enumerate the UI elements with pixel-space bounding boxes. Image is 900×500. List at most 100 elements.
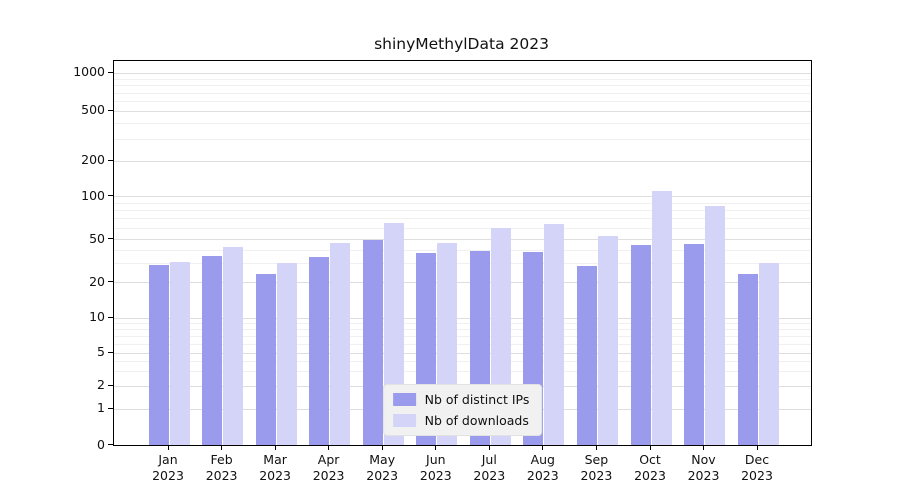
bar-distinct-ips-nov [684,244,704,445]
gridline-minor [114,227,811,229]
x-tick-month: Apr [317,452,340,467]
bar-downloads-oct [651,191,672,445]
gridline-minor [114,335,811,337]
gridline-minor [114,138,811,140]
y-tick-mark [108,444,113,445]
x-tick-month: Dec [744,452,770,467]
x-tick-mark [542,445,544,450]
y-tick-label-10: 10 [89,309,105,325]
plot-area: Nb of distinct IPs Nb of downloads [113,60,812,446]
bar-downloads-nov [705,206,725,445]
legend-swatch-downloads [392,414,416,427]
bar-distinct-ips-sep [576,266,597,445]
x-tick-month: Nov [691,452,716,467]
y-tick-mark [108,407,113,409]
y-tick-label-200: 200 [81,152,105,168]
gridline-minor [114,329,811,331]
gridline-major [114,72,811,74]
bar-layer [114,61,811,445]
y-tick-mark [108,109,113,111]
gridline-major [114,317,811,319]
x-tick-month: Sep [584,452,609,467]
y-tick-label-100: 100 [81,187,105,203]
x-tick-mark [274,445,276,450]
gridline-major [114,196,811,198]
x-tick-label-feb: Feb 2023 [190,452,254,484]
y-tick-label-5: 5 [97,344,105,360]
gridline-minor [114,210,811,211]
gridline-major [114,160,811,162]
y-tick-label-0: 0 [97,436,105,452]
x-tick-year: 2023 [205,468,238,483]
bar-distinct-ips-apr [309,257,330,445]
bar-distinct-ips-oct [630,245,651,445]
gridline-minor [114,85,811,87]
y-tick-label-2: 2 [97,377,105,393]
gridline-minor [114,371,811,373]
x-tick-year: 2023 [473,468,506,483]
x-tick-label-jun: Jun 2023 [404,452,468,484]
chart-title: shinyMethylData 2023 [374,35,549,53]
x-tick-month: Jul [481,452,497,467]
x-tick-month: Aug [530,452,555,467]
x-tick-mark [221,445,223,450]
bar-distinct-ips-jan [148,264,169,445]
x-tick-month: Feb [210,452,233,467]
gridline-minor [114,123,811,125]
x-tick-year: 2023 [312,468,345,483]
gridline-minor [114,343,811,345]
y-tick-label-1000: 1000 [73,64,105,80]
legend-label-distinct-ips: Nb of distinct IPs [424,392,530,407]
gridline-minor [114,202,811,204]
x-tick-mark [381,445,383,450]
x-tick-year: 2023 [580,468,613,483]
gridline-minor [114,100,811,102]
gridline-major [114,239,811,241]
bar-downloads-mar [276,263,297,445]
x-tick-mark [649,445,651,450]
x-tick-mark [167,445,169,450]
x-tick-mark [595,445,597,450]
bar-downloads-dec [758,263,779,445]
x-tick-month: Mar [263,452,287,467]
x-tick-label-oct: Oct 2023 [618,452,682,484]
x-tick-month: Jan [158,452,178,467]
x-tick-mark [328,445,330,450]
bar-downloads-aug [544,223,565,445]
gridline-minor [114,92,811,94]
bar-distinct-ips-may [362,240,383,445]
x-tick-label-sep: Sep 2023 [564,452,628,484]
gridline-minor [114,249,811,251]
x-tick-label-may: May 2023 [350,452,414,484]
x-tick-year: 2023 [634,468,666,483]
gridline-major [114,282,811,284]
y-tick-label-1: 1 [97,400,105,416]
x-tick-mark [488,445,490,450]
y-tick-mark [108,238,113,240]
y-tick-mark [108,384,113,386]
x-tick-label-dec: Dec 2023 [725,452,789,484]
bar-downloads-sep [597,235,618,445]
bar-downloads-feb [223,247,243,445]
x-tick-year: 2023 [526,468,559,483]
x-tick-label-jul: Jul 2023 [457,452,521,484]
x-tick-year: 2023 [259,468,291,483]
bar-downloads-jan [169,261,190,445]
y-tick-mark [108,159,113,161]
gridline-minor [114,218,811,220]
gridline-major [114,110,811,112]
legend: Nb of distinct IPs Nb of downloads [382,384,543,436]
gridline-minor [114,323,811,325]
gridline-minor [114,78,811,80]
y-tick-label-50: 50 [89,230,105,246]
bar-distinct-ips-feb [202,255,222,445]
x-tick-month: Oct [639,452,661,467]
y-tick-label-500: 500 [81,102,105,118]
y-tick-label-20: 20 [89,273,105,289]
y-tick-mark [108,195,113,197]
x-tick-label-aug: Aug 2023 [511,452,575,484]
legend-item-downloads: Nb of downloads [392,413,530,428]
x-tick-year: 2023 [152,468,184,483]
x-tick-mark [756,445,758,450]
